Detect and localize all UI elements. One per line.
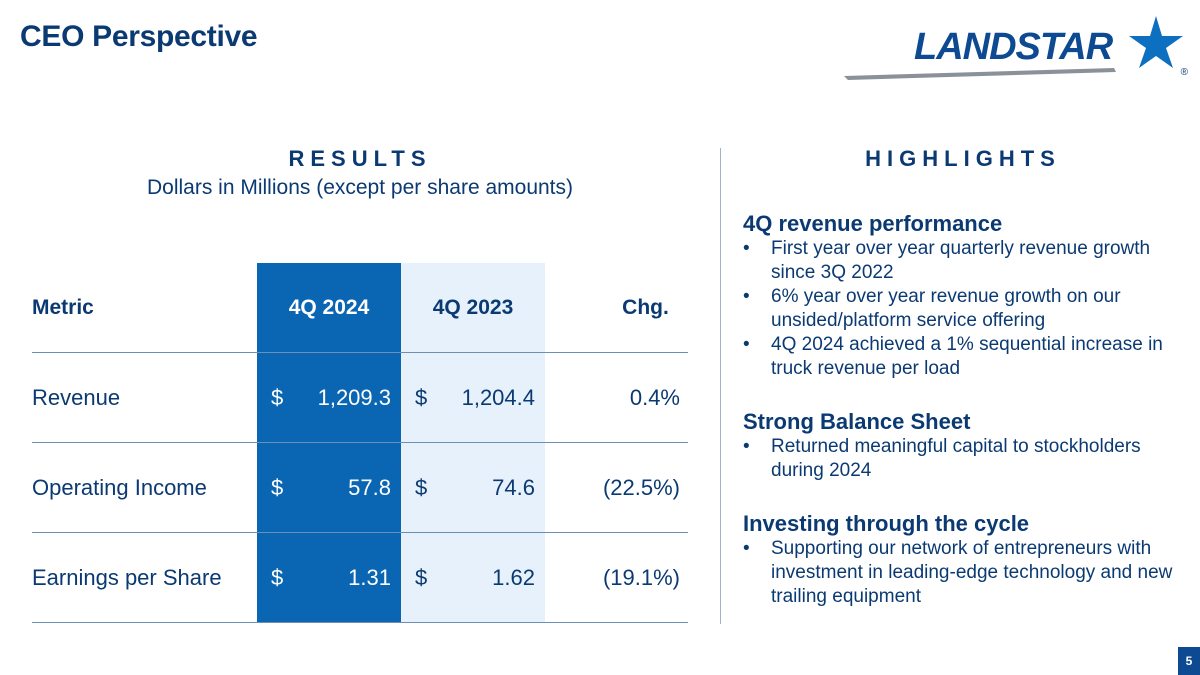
highlight-title: Strong Balance Sheet — [743, 409, 971, 434]
bullet-text: Returned meaningful capital to stockhold… — [771, 436, 1141, 481]
row-metric: Earnings per Share — [32, 565, 222, 590]
table-row: Operating Income $ 57.8 $ 74.6 (22.5%) — [32, 443, 688, 533]
row-value-4q2023: 1,204.4 — [461, 385, 535, 410]
page-title: CEO Perspective — [20, 20, 258, 53]
row-value-4q2023: 74.6 — [492, 475, 535, 500]
highlight-title: Investing through the cycle — [743, 511, 1030, 536]
table-header-row: Metric 4Q 2024 4Q 2023 Chg. — [32, 263, 688, 353]
currency-symbol: $ — [271, 475, 284, 500]
row-metric: Operating Income — [32, 475, 207, 500]
header-4q2024: 4Q 2024 — [288, 296, 370, 319]
header-metric: Metric — [32, 296, 94, 319]
column-divider — [720, 148, 721, 624]
row-value-4q2024: 1.31 — [348, 565, 391, 590]
bullet-text: Supporting our network of entrepreneurs … — [771, 538, 1173, 607]
highlight-bullet: • 6% year over year revenue growth on our… — [743, 285, 1183, 333]
highlight-bullet: • Supporting our network of entrepreneurs… — [743, 537, 1183, 609]
header-4q2023: 4Q 2023 — [432, 296, 514, 319]
results-subheading: Dollars in Millions (except per share am… — [147, 176, 573, 199]
row-metric: Revenue — [32, 385, 121, 410]
highlight-bullet: • Returned meaningful capital to stockhol… — [743, 435, 1183, 483]
currency-symbol: $ — [415, 385, 428, 410]
registered-mark: ® — [1180, 67, 1188, 78]
results-table: Metric 4Q 2024 4Q 2023 Chg. Revenue $ 1,… — [32, 263, 688, 623]
bullet-icon: • — [743, 286, 750, 307]
currency-symbol: $ — [271, 385, 284, 410]
row-change: (22.5%) — [602, 475, 680, 500]
highlight-bullet: • 4Q 2024 achieved a 1% sequential increa… — [743, 333, 1183, 381]
currency-symbol: $ — [271, 565, 284, 590]
table-row: Earnings per Share $ 1.31 $ 1.62 (19.1%) — [32, 533, 688, 623]
col-highlight-4q2023 — [401, 263, 545, 623]
bullet-icon: • — [743, 436, 750, 457]
bullet-icon: • — [743, 238, 750, 259]
results-heading: RESULTS — [288, 146, 432, 171]
bullet-text: First year over year quarterly revenue g… — [771, 238, 1151, 283]
table-row: Revenue $ 1,209.3 $ 1,204.4 0.4% — [32, 353, 688, 443]
logo-swoosh-icon — [844, 16, 1183, 80]
logo-wordmark: LANDSTAR — [914, 26, 1113, 68]
highlight-group: Strong Balance Sheet • Returned meaningfu… — [743, 409, 1183, 483]
bullet-icon: • — [743, 334, 750, 355]
row-value-4q2023: 1.62 — [492, 565, 535, 590]
row-change: 0.4% — [629, 385, 680, 410]
highlights-heading: HIGHLIGHTS — [865, 146, 1061, 171]
landstar-logo: LANDSTAR ® — [840, 14, 1190, 80]
highlight-bullet: • First year over year quarterly revenue … — [743, 237, 1183, 285]
row-value-4q2024: 57.8 — [348, 475, 391, 500]
row-change: (19.1%) — [602, 565, 680, 590]
star-icon — [1129, 16, 1183, 68]
highlight-title: 4Q revenue performance — [743, 211, 1003, 236]
highlight-group: Investing through the cycle • Supporting … — [743, 511, 1183, 609]
currency-symbol: $ — [415, 475, 428, 500]
bullet-text: 6% year over year revenue growth on our … — [771, 286, 1121, 331]
highlight-group: 4Q revenue performance • First year over … — [743, 211, 1183, 381]
page-number: 5 — [1178, 647, 1200, 675]
col-highlight-4q2024 — [257, 263, 401, 623]
row-value-4q2024: 1,209.3 — [317, 385, 391, 410]
bullet-icon: • — [743, 538, 750, 559]
currency-symbol: $ — [415, 565, 428, 590]
header-chg: Chg. — [622, 296, 669, 319]
bullet-text: 4Q 2024 achieved a 1% sequential increas… — [771, 334, 1163, 379]
